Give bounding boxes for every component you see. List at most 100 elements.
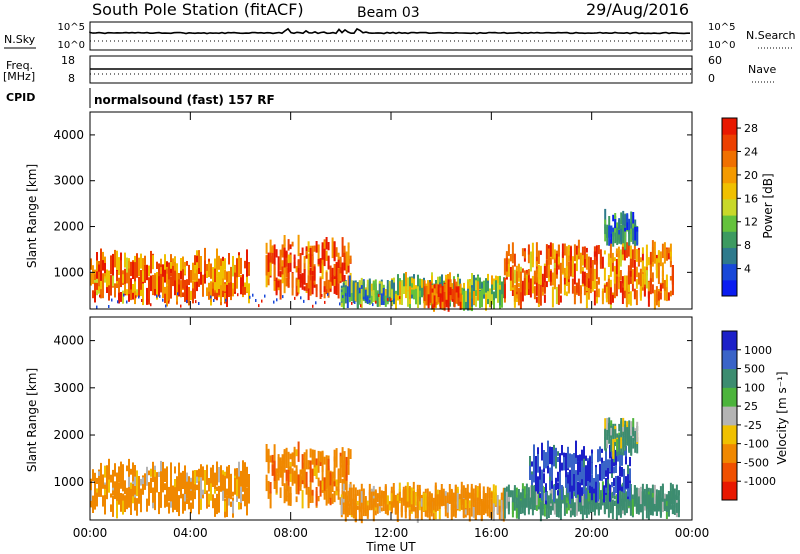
power-cell	[279, 249, 282, 271]
power-cell	[583, 285, 586, 296]
velocity-cell	[557, 490, 559, 496]
power-cell	[118, 277, 120, 288]
power-cell	[240, 277, 242, 295]
power-cell	[595, 245, 598, 265]
power-cell	[609, 239, 612, 260]
power-cell	[126, 272, 128, 284]
power-cell	[499, 289, 501, 306]
power-cell	[567, 244, 570, 258]
power-ytick-label: 1000	[53, 265, 84, 279]
velocity-cell	[593, 478, 595, 489]
power-cell	[170, 254, 172, 268]
power-cell	[264, 294, 266, 298]
power-cell	[315, 241, 318, 253]
colorbar-swatch	[722, 198, 737, 216]
power-cell	[615, 259, 618, 275]
power-cell	[331, 267, 334, 286]
power-cell	[665, 248, 668, 261]
velocity-cell	[555, 448, 557, 469]
velocity-cell	[287, 451, 290, 471]
power-cell	[337, 263, 340, 284]
cpid-strip: CPID normalsound (fast) 157 RF	[6, 88, 275, 108]
power-cell	[607, 253, 610, 266]
power-cell	[102, 260, 104, 271]
velocity-cell	[606, 435, 609, 449]
velocity-cell	[293, 470, 296, 484]
velocity-ytick-label: 1000	[53, 475, 84, 489]
velocity-cell	[321, 450, 324, 472]
power-cell	[166, 266, 168, 285]
power-cell	[583, 246, 586, 264]
velocity-cell	[240, 470, 242, 487]
velocity-ytick-label: 2000	[53, 428, 84, 442]
power-cell	[563, 267, 566, 278]
power-cell	[429, 288, 432, 303]
velocity-cell	[384, 499, 387, 511]
power-cell	[372, 290, 375, 296]
velocity-cell	[356, 500, 359, 506]
velocity-cell	[120, 495, 122, 512]
power-cell	[447, 298, 450, 304]
power-cell	[212, 267, 214, 283]
velocity-cell	[289, 453, 292, 460]
velocity-cell	[615, 494, 618, 505]
power-cell	[313, 283, 316, 288]
power-cell	[150, 250, 152, 271]
velocity-cell	[164, 494, 166, 508]
power-cell	[196, 269, 198, 282]
velocity-cell	[138, 476, 140, 492]
velocity-cell	[104, 465, 106, 478]
power-cell	[108, 305, 110, 308]
power-cell	[633, 240, 636, 260]
velocity-cell	[128, 487, 130, 501]
power-cell	[166, 285, 168, 307]
velocity-cell	[146, 466, 148, 486]
power-cell	[224, 269, 226, 280]
velocity-cell	[289, 466, 292, 474]
power-cell	[521, 268, 524, 273]
power-cell	[347, 246, 350, 266]
velocity-cell	[150, 468, 152, 477]
power-cell	[437, 276, 439, 287]
power-cell	[628, 230, 631, 246]
power-cell	[172, 265, 174, 287]
power-cell	[220, 258, 222, 268]
freq-tick-1: 8	[68, 72, 75, 85]
velocity-cell	[214, 482, 216, 494]
velocity-cell	[410, 487, 413, 505]
velocity-cell	[675, 484, 678, 501]
power-cell	[118, 285, 120, 303]
velocity-cell	[553, 450, 555, 467]
power-cell	[583, 259, 586, 268]
velocity-cell	[599, 463, 601, 481]
power-cell	[329, 281, 332, 288]
power-cell	[607, 285, 610, 305]
power-cell	[123, 293, 125, 297]
power-cell	[587, 268, 590, 290]
power-cell	[397, 274, 399, 291]
velocity-cell	[287, 495, 290, 506]
power-cell	[529, 251, 532, 272]
velocity-cell	[279, 458, 282, 478]
power-cell	[315, 284, 318, 298]
velocity-cell	[283, 460, 286, 473]
power-cell	[624, 214, 627, 227]
velocity-cell	[348, 506, 351, 516]
power-cell	[535, 261, 538, 267]
power-cell	[461, 287, 463, 301]
power-cell	[419, 296, 421, 305]
power-cell	[391, 291, 393, 301]
velocity-cell	[311, 490, 314, 503]
power-cell	[601, 256, 604, 269]
velocity-cell	[220, 470, 222, 492]
power-cell	[120, 292, 122, 302]
velocity-cell	[597, 451, 599, 463]
power-cell	[612, 214, 615, 222]
power-cell	[126, 300, 128, 304]
velocity-cell	[486, 486, 489, 509]
power-cell	[333, 264, 336, 277]
noise-tick-left-1: 10^0	[58, 40, 85, 51]
velocity-cell	[583, 467, 585, 483]
power-cell	[293, 254, 296, 260]
